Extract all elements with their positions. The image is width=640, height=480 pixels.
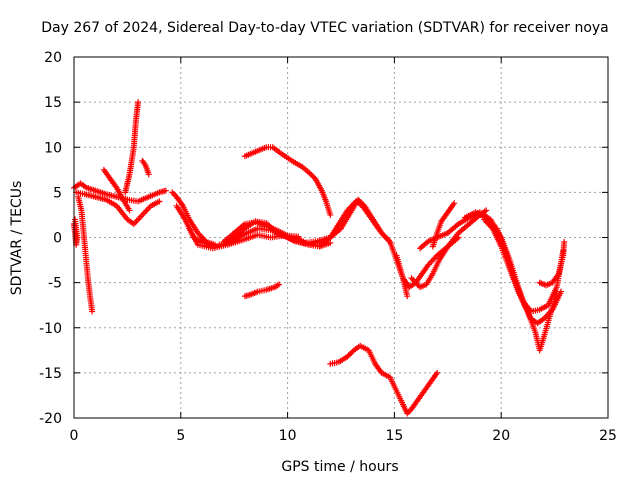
y-axis-label: SDTVAR / TECUs bbox=[9, 181, 25, 296]
x-tick-label: 20 bbox=[492, 428, 510, 444]
data-point bbox=[404, 293, 411, 300]
y-tick-label: 5 bbox=[53, 185, 62, 201]
grid-lines bbox=[74, 57, 608, 418]
series-arc-7 bbox=[139, 157, 152, 178]
data-point bbox=[145, 171, 152, 178]
x-axis-label: GPS time / hours bbox=[281, 459, 398, 475]
series-arc-5 bbox=[100, 166, 133, 214]
data-point bbox=[276, 281, 283, 288]
y-tick-label: -15 bbox=[39, 366, 62, 382]
x-tick-label: 10 bbox=[279, 428, 297, 444]
x-tick-label: 0 bbox=[70, 428, 79, 444]
data-point bbox=[295, 233, 302, 240]
series-arc-4 bbox=[73, 189, 163, 227]
series-arc-15 bbox=[241, 281, 283, 300]
x-tick-label: 15 bbox=[385, 428, 403, 444]
series-arc-6 bbox=[122, 99, 142, 196]
series-arc-14 bbox=[241, 144, 334, 218]
data-point bbox=[327, 239, 334, 246]
y-tick-label: 10 bbox=[44, 140, 62, 156]
series-arc-19 bbox=[429, 200, 458, 250]
x-tick-label: 5 bbox=[176, 428, 185, 444]
data-point bbox=[434, 369, 441, 376]
data-point bbox=[126, 207, 133, 214]
data-point bbox=[327, 211, 334, 218]
y-tick-label: -5 bbox=[48, 276, 62, 292]
series-arc-16 bbox=[327, 342, 441, 417]
data-point bbox=[451, 200, 458, 207]
y-tick-label: -20 bbox=[39, 411, 62, 427]
data-point bbox=[483, 207, 490, 214]
y-tick-label: 15 bbox=[44, 95, 62, 111]
data-point bbox=[89, 308, 96, 315]
axis-ticks: 0 5 10 15 20 25 -20 -15 -10 -5 0 5 10 15 20 bbox=[39, 50, 617, 444]
data-point bbox=[156, 198, 163, 205]
chart-title: Day 267 of 2024, Sidereal Day-to-day VTE… bbox=[41, 20, 609, 36]
data-point bbox=[498, 239, 505, 246]
data-point bbox=[135, 99, 142, 106]
series-arc-1 bbox=[71, 216, 81, 248]
series-arc-24 bbox=[461, 209, 505, 246]
series-arc-17 bbox=[393, 234, 462, 291]
series-arc-2 bbox=[75, 193, 96, 315]
y-tick-label: 0 bbox=[53, 231, 62, 247]
series-arc-3 bbox=[71, 180, 169, 205]
y-tick-label: 20 bbox=[44, 50, 62, 66]
y-tick-label: -10 bbox=[39, 321, 62, 337]
plot-frame bbox=[73, 56, 609, 419]
x-tick-label: 25 bbox=[599, 428, 617, 444]
series-arc-23 bbox=[536, 239, 568, 289]
data-marks bbox=[71, 99, 568, 417]
data-point bbox=[72, 216, 79, 223]
data-point bbox=[561, 239, 568, 246]
data-point bbox=[162, 187, 169, 194]
